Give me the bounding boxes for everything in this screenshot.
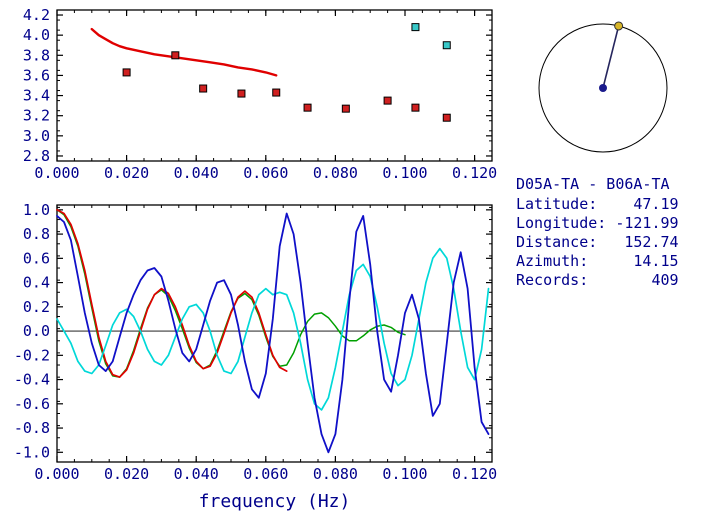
y-tick-label: 3.2 <box>23 107 50 125</box>
velocity-measurements-red <box>171 51 180 60</box>
y-tick-label: 3.0 <box>23 127 50 145</box>
y-tick-label: 0.4 <box>23 274 50 292</box>
x-tick-label: 0.060 <box>243 465 288 483</box>
x-tick-label: 0.120 <box>452 164 497 182</box>
velocity-measurements-red <box>303 103 312 112</box>
x-tick-label: 0.040 <box>174 164 219 182</box>
correlation-trace-cyan <box>56 247 490 411</box>
azimuth-needle <box>602 25 620 89</box>
velocity-measurements-cyan <box>411 23 420 32</box>
plot-frame <box>56 204 493 463</box>
x-tick-label: 0.000 <box>34 164 79 182</box>
velocity-measurements-red <box>237 89 246 98</box>
x-tick-label: 0.120 <box>452 465 497 483</box>
longitude-label: Longitude: <box>516 214 607 232</box>
y-tick-label: 3.6 <box>23 66 50 84</box>
y-tick-label: 2.8 <box>23 147 50 165</box>
x-axis-title: frequency (Hz) <box>199 491 351 512</box>
info-row-azimuth: Azimuth: 14.15 <box>516 252 679 271</box>
y-tick-label: 0.2 <box>23 298 50 316</box>
velocity-measurements-red <box>199 84 208 93</box>
correlation-trace-blue <box>56 212 490 454</box>
y-tick-label: 4.2 <box>23 6 50 24</box>
y-tick-label: -1.0 <box>14 443 50 461</box>
velocity-measurements-red <box>383 96 392 105</box>
info-panel: D05A-TA - B06A-TA Latitude: 47.19 Longit… <box>516 175 679 290</box>
velocity-measurements-red <box>411 103 420 112</box>
plot-frame <box>56 9 493 162</box>
dial-circle <box>538 23 668 153</box>
x-tick-label: 0.040 <box>174 465 219 483</box>
y-tick-label: 3.8 <box>23 46 50 64</box>
x-tick-label: 0.020 <box>104 465 149 483</box>
y-tick-label: 4.0 <box>23 26 50 44</box>
distance-label: Distance: <box>516 233 598 251</box>
y-tick-label: -0.6 <box>14 395 50 413</box>
velocity-measurements-red <box>272 88 281 97</box>
x-tick-label: 0.100 <box>382 465 427 483</box>
center-station-dot <box>599 84 607 92</box>
x-tick-label: 0.020 <box>104 164 149 182</box>
x-tick-label: 0.100 <box>382 164 427 182</box>
x-tick-label: 0.000 <box>34 465 79 483</box>
station-pair-label: D05A-TA - B06A-TA <box>516 175 670 193</box>
reference-dispersion-curve <box>90 27 278 77</box>
y-tick-label: -0.8 <box>14 419 50 437</box>
azimuth-dial <box>538 21 668 153</box>
y-tick-label: 3.4 <box>23 87 50 105</box>
x-tick-label: 0.060 <box>243 164 288 182</box>
distance-value: 152.74 <box>624 233 679 251</box>
longitude-value: -121.99 <box>615 214 679 232</box>
x-tick-label: 0.080 <box>313 465 358 483</box>
velocity-measurements-red <box>442 113 451 122</box>
latitude-label: Latitude: <box>516 195 598 213</box>
x-tick-label: 0.080 <box>313 164 358 182</box>
y-tick-label: 1.0 <box>23 201 50 219</box>
velocity-measurements-red <box>122 68 131 77</box>
velocity-measurements-red <box>341 104 350 113</box>
info-row-longitude: Longitude: -121.99 <box>516 214 679 233</box>
azimuth-label: Azimuth: <box>516 252 589 270</box>
correlation-trace-red <box>56 208 288 378</box>
latitude-value: 47.19 <box>633 195 679 213</box>
info-row-distance: Distance: 152.74 <box>516 233 679 252</box>
info-row-records: Records: 409 <box>516 271 679 290</box>
dispersion-chart: 0.000 0.020 0.040 0.060 0.080 0.100 0.120 2.8 3.… <box>23 6 497 182</box>
y-tick-label: 0.6 <box>23 249 50 267</box>
y-tick-label: -0.2 <box>14 346 50 364</box>
remote-station-dot <box>614 21 624 31</box>
azimuth-value: 14.15 <box>633 252 679 270</box>
info-row-latitude: Latitude: 47.19 <box>516 195 679 214</box>
velocity-measurements-cyan <box>442 41 451 50</box>
y-tick-label: -0.4 <box>14 371 50 389</box>
records-label: Records: <box>516 271 589 289</box>
y-tick-label: 0.8 <box>23 225 50 243</box>
waveform-chart: 0.000 0.020 0.040 0.060 0.080 0.100 0.120 -1.0 -… <box>14 201 497 512</box>
records-value: 409 <box>651 271 679 289</box>
y-tick-label: 0.0 <box>23 322 50 340</box>
